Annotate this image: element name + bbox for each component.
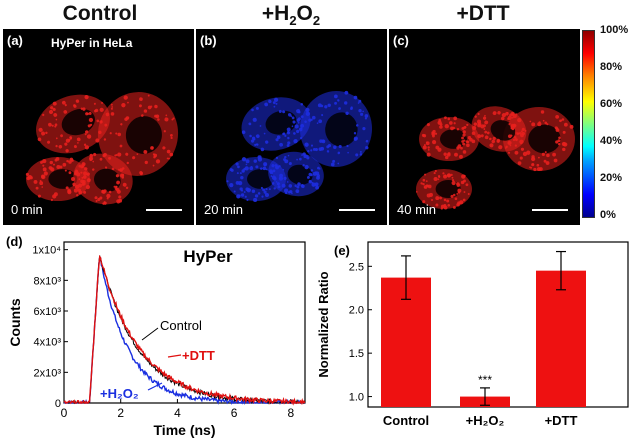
- panel-time: 20 min: [204, 202, 244, 217]
- cell: [299, 90, 373, 167]
- colorbar: [582, 30, 595, 218]
- annotation-control: Control: [160, 318, 202, 333]
- y-tick-label: 8x10³: [33, 275, 61, 287]
- x-tick-label: 8: [287, 406, 294, 420]
- scale-bar: [532, 209, 568, 211]
- series-line: [63, 254, 306, 406]
- y-axis-label: Counts: [7, 298, 23, 346]
- x-tick-label: 6: [231, 406, 238, 420]
- y-tick-label: 2x10³: [33, 367, 61, 379]
- panel-time: 0 min: [11, 202, 43, 217]
- y-tick-label: 4x10³: [33, 337, 61, 349]
- panel-label: (b): [200, 33, 217, 48]
- y-tick-label: 1.5: [349, 348, 364, 360]
- panel-caption: HyPer in HeLa: [51, 36, 133, 50]
- scale-bar: [146, 209, 182, 211]
- y-tick-label: 6x10³: [33, 306, 61, 318]
- colorbar-tick: 40%: [600, 135, 623, 147]
- x-tick-label: +H₂O₂: [466, 413, 505, 428]
- panel-label: (e): [334, 243, 350, 258]
- series-line: [63, 256, 305, 406]
- microscopy-panel-b: (b) 20 min: [196, 29, 387, 225]
- x-tick-label: +DTT: [545, 413, 578, 428]
- colorbar-tick: 20%: [600, 172, 623, 184]
- x-tick-label: 2: [117, 406, 124, 420]
- panel-label: (d): [6, 234, 23, 249]
- cells-image: [226, 90, 373, 203]
- cell: [97, 92, 179, 176]
- y-tick-label: 0: [55, 398, 61, 410]
- microscopy-panel-a: (a) HyPer in HeLa 0 min: [3, 29, 194, 225]
- annotation-dtt: +DTT: [182, 348, 215, 363]
- cell: [73, 152, 133, 205]
- x-axis-label: Time (ns): [154, 422, 216, 438]
- cell: [268, 151, 324, 197]
- y-tick-label: 2.5: [349, 261, 364, 273]
- y-axis-label: Normalized Ratio: [318, 271, 331, 377]
- bar: [536, 270, 586, 407]
- annotation-h2o2: +H₂O₂: [100, 386, 139, 401]
- y-tick-label: 2.0: [349, 305, 364, 317]
- y-tick-label: 1.0: [349, 392, 364, 404]
- colorbar-tick: 0%: [600, 209, 616, 221]
- panel-label: (c): [393, 33, 409, 48]
- x-tick-label: 0: [61, 406, 68, 420]
- annotation-arrow: [147, 382, 163, 391]
- annotation-arrow: [167, 354, 182, 358]
- title-dtt: +DTT: [456, 2, 510, 25]
- title-control: Control: [62, 2, 138, 25]
- title-h2o2: +H2O2: [261, 2, 321, 29]
- decay-chart: 0 2x10³ 4x10³ 6x10³ 8x10³ 1x10⁴ 0 2 4 6 8 Time (ns)…: [6, 234, 306, 438]
- colorbar-tick: 80%: [600, 61, 623, 73]
- microscopy-panel-c: (c) 40 min: [389, 29, 580, 225]
- chart-title: HyPer: [183, 247, 233, 266]
- y-tick-label: 1x10⁴: [32, 245, 61, 257]
- x-tick-label: 4: [174, 406, 181, 420]
- plot-frame: [63, 241, 306, 404]
- colorbar-tick: 100%: [600, 24, 629, 36]
- panel-label: (a): [7, 33, 23, 48]
- ratio-bar-chart: (e) 1.0 1.5 2.0 2.5 Normalized Ratio Control +H…: [318, 241, 629, 428]
- cell: [415, 169, 472, 210]
- cells-image: [415, 106, 575, 210]
- panel-time: 40 min: [397, 202, 437, 217]
- scale-bar: [339, 209, 375, 211]
- cells-image: [25, 92, 179, 205]
- annotation-arrow: [141, 327, 159, 341]
- cell: [471, 106, 527, 152]
- significance-marker: ***: [478, 373, 492, 387]
- cell: [419, 116, 479, 161]
- x-tick-label: Control: [383, 413, 429, 428]
- colorbar-tick: 60%: [600, 98, 623, 110]
